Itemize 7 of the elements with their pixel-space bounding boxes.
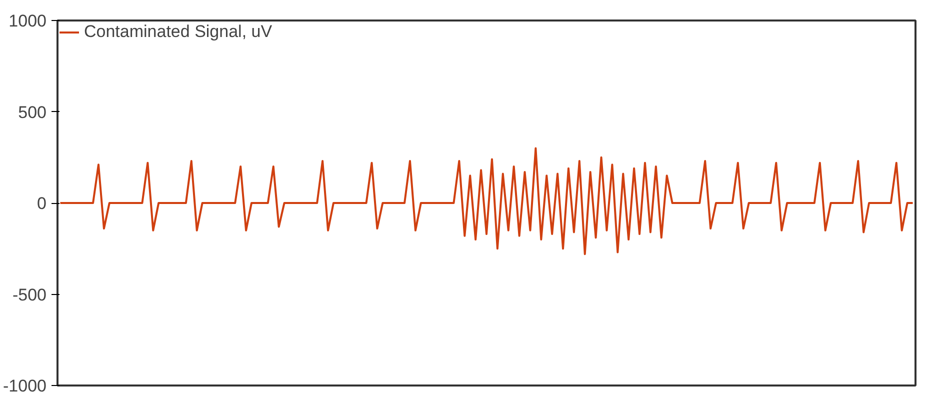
y-tick-label: -500 <box>12 285 47 304</box>
y-tick-label: 1000 <box>8 12 47 30</box>
y-tick-label: -1000 <box>3 376 47 396</box>
legend-label: Contaminated Signal, uV <box>84 22 272 42</box>
y-tick-label: 500 <box>18 102 47 122</box>
y-tick-label: 0 <box>37 194 47 213</box>
line-series <box>59 147 914 256</box>
